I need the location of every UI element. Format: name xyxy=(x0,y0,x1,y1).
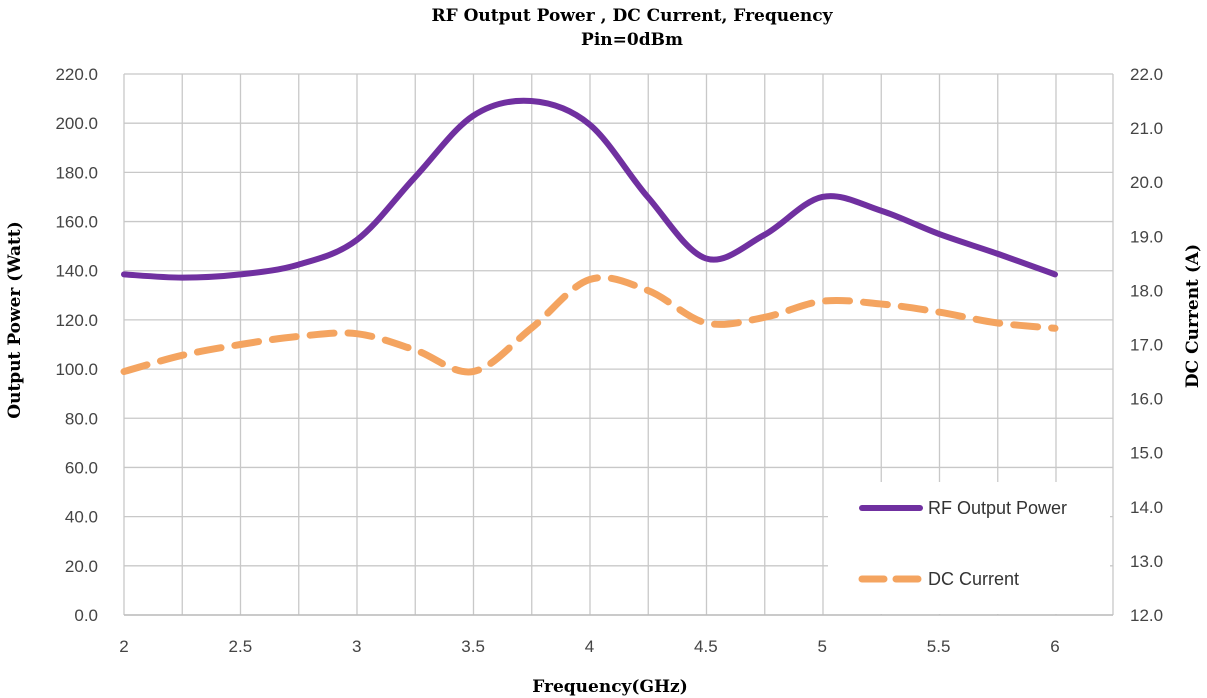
right-y-tick-label: 16.0 xyxy=(1130,390,1163,409)
series-line-dc-current xyxy=(120,274,1059,376)
legend-background xyxy=(828,482,1110,614)
x-tick-label: 2 xyxy=(119,637,128,656)
right-y-tick-label: 13.0 xyxy=(1130,552,1163,571)
right-y-tick-label: 20.0 xyxy=(1130,173,1163,192)
right-y-tick-label: 14.0 xyxy=(1130,498,1163,517)
left-y-tick-label: 80.0 xyxy=(65,409,98,428)
left-y-tick-labels: 0.0 20.0 40.0 60.0 80.0 100.0 120.0 140.0 160.0 1… xyxy=(55,65,98,625)
right-y-tick-label: 17.0 xyxy=(1130,336,1163,355)
right-y-tick-label: 21.0 xyxy=(1130,119,1163,138)
right-y-tick-label: 12.0 xyxy=(1130,606,1163,625)
x-tick-label: 5.5 xyxy=(927,637,951,656)
left-y-tick-label: 20.0 xyxy=(65,557,98,576)
left-y-tick-label: 60.0 xyxy=(65,458,98,477)
left-y-tick-label: 100.0 xyxy=(55,360,98,379)
right-y-tick-label: 19.0 xyxy=(1130,227,1163,246)
x-tick-label: 4.5 xyxy=(694,637,718,656)
x-tick-label: 6 xyxy=(1050,637,1059,656)
left-y-tick-label: 40.0 xyxy=(65,508,98,527)
left-y-axis-title: Output Power (Watt) xyxy=(5,221,25,418)
left-y-tick-label: 140.0 xyxy=(55,262,98,281)
chart-subtitle: Pin=0dBm xyxy=(581,30,683,50)
x-tick-label: 5 xyxy=(818,637,827,656)
left-y-tick-label: 160.0 xyxy=(55,213,98,232)
left-y-tick-label: 220.0 xyxy=(55,65,98,84)
left-y-tick-label: 180.0 xyxy=(55,163,98,182)
x-axis-title: Frequency(GHz) xyxy=(532,677,688,697)
right-y-tick-label: 22.0 xyxy=(1130,65,1163,84)
series-line-rf-output-power xyxy=(121,97,1058,281)
legend: RF Output Power DC Current xyxy=(828,482,1110,614)
chart-title: RF Output Power , DC Current, Frequency xyxy=(431,6,833,26)
x-tick-label: 2.5 xyxy=(229,637,253,656)
series-layer xyxy=(120,97,1059,376)
x-tick-labels: 2 2.5 3 3.5 4 4.5 5 5.5 6 xyxy=(119,637,1059,656)
legend-label-rf-output-power: RF Output Power xyxy=(928,498,1067,518)
x-tick-label: 4 xyxy=(585,637,594,656)
left-y-tick-label: 200.0 xyxy=(55,114,98,133)
x-tick-label: 3 xyxy=(352,637,361,656)
left-y-tick-label: 120.0 xyxy=(55,311,98,330)
left-y-tick-label: 0.0 xyxy=(74,606,98,625)
legend-label-dc-current: DC Current xyxy=(928,569,1019,589)
x-tick-label: 3.5 xyxy=(461,637,485,656)
right-y-axis-title: DC Current (A) xyxy=(1183,244,1203,388)
right-y-tick-label: 15.0 xyxy=(1130,444,1163,463)
right-y-tick-labels: 12.0 13.0 14.0 15.0 16.0 17.0 18.0 19.0 20.0 21.0… xyxy=(1130,65,1163,625)
right-y-tick-label: 18.0 xyxy=(1130,281,1163,300)
